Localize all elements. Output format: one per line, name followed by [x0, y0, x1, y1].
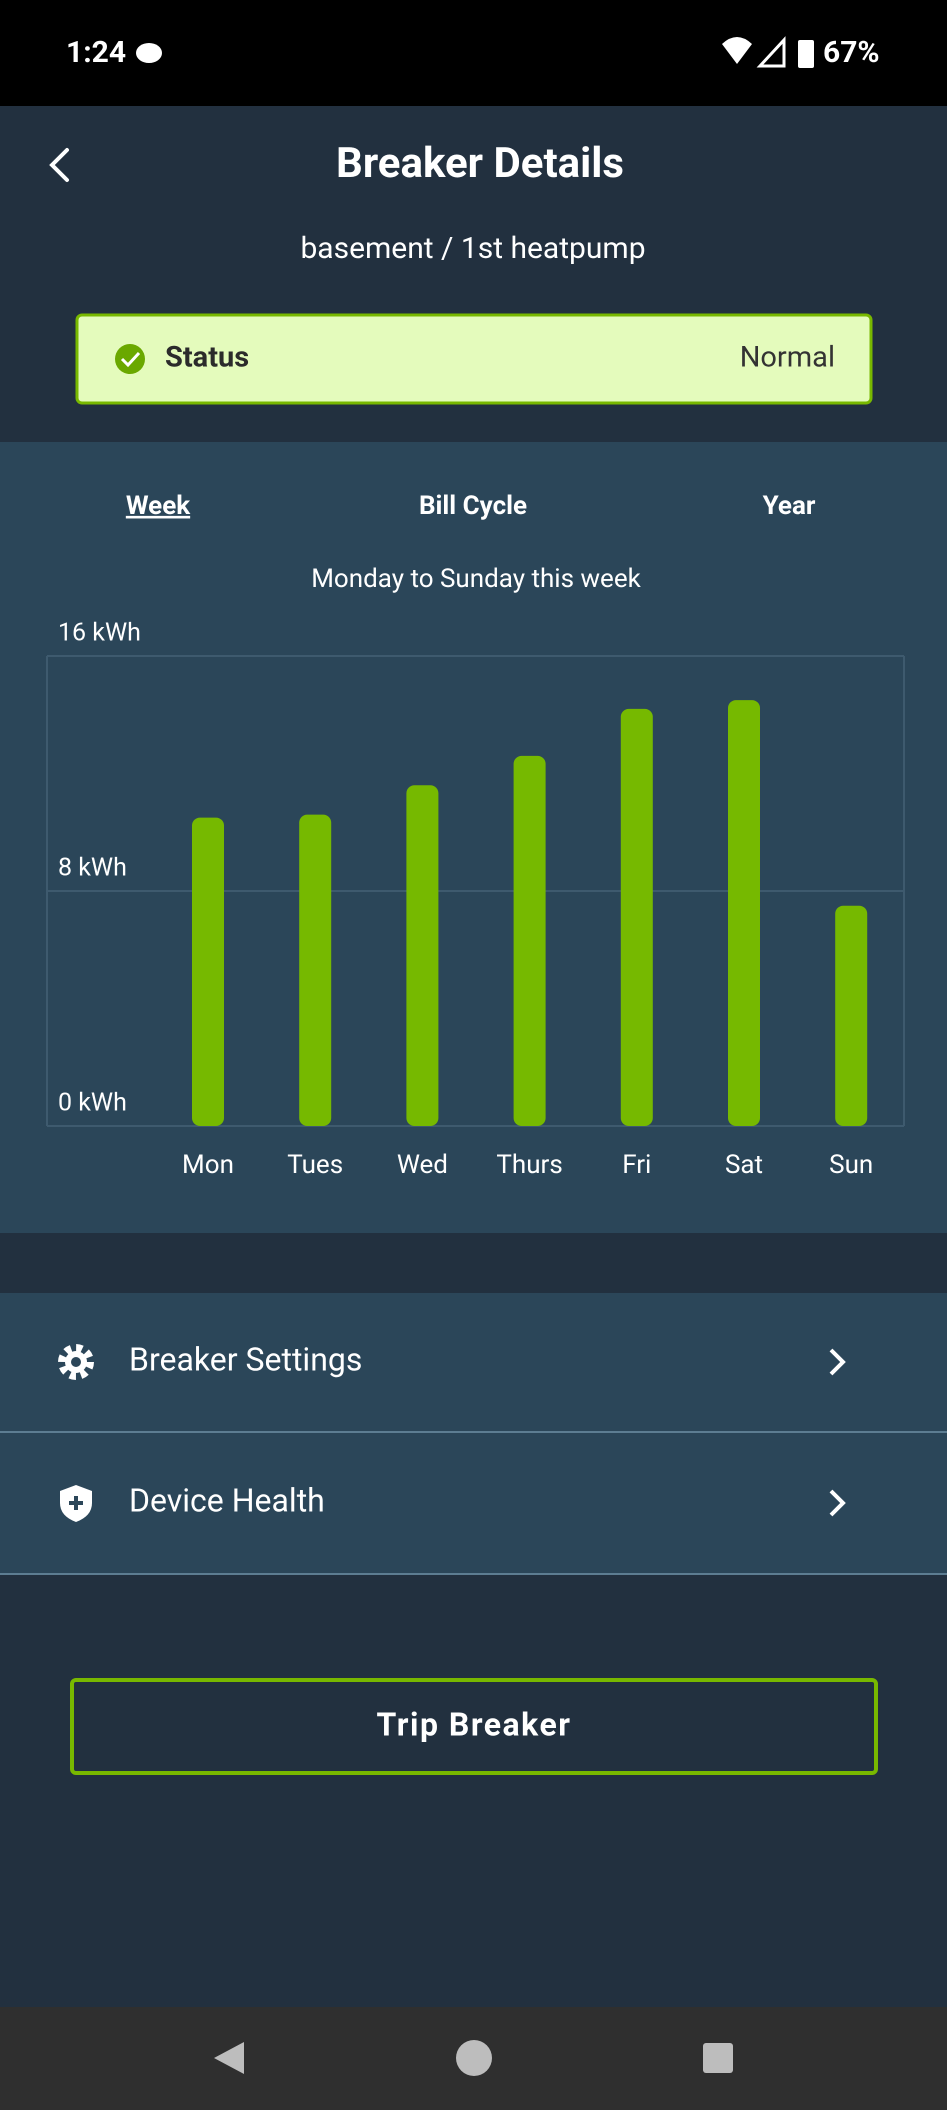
x-tick-label: Thurs [496, 1150, 562, 1180]
status-value: Normal [740, 341, 835, 375]
back-button[interactable] [49, 148, 69, 182]
x-tick-label: Sun [829, 1150, 873, 1180]
menu-item[interactable] [0, 1433, 947, 1574]
bar [513, 755, 546, 1126]
nav-recents[interactable] [703, 2043, 733, 2073]
x-tick-label: Mon [182, 1150, 234, 1180]
chart: 0 kWh 8 kWh 16 kWh Mon Tues Wed Thurs Fri Sat Sun [47, 619, 904, 1180]
subtitle: basement / 1st heatpump [300, 231, 645, 266]
status-label: Status [165, 341, 249, 375]
chevron [829, 1348, 846, 1376]
x-tick-label: Sat [725, 1150, 763, 1180]
tab-year[interactable]: Year [763, 491, 816, 521]
tab-week[interactable]: Week [126, 491, 191, 521]
nav-back[interactable] [214, 2042, 244, 2074]
y-tick-label: 0 kWh [58, 1089, 127, 1118]
bar [299, 814, 332, 1126]
x-tick-label: Fri [622, 1150, 651, 1180]
signal-icon [756, 36, 786, 68]
wifi-icon [722, 37, 752, 64]
notification-icon [136, 43, 162, 63]
chevron [829, 1489, 846, 1517]
y-tick-label: 16 kWh [58, 619, 141, 648]
battery-icon [798, 40, 814, 68]
chart-section [0, 442, 947, 1233]
tab-bill-cycle[interactable]: Bill Cycle [419, 491, 527, 521]
bar [620, 708, 653, 1126]
menu-label[interactable]: Device Health [129, 1481, 325, 1519]
shield-plus [69, 1496, 83, 1510]
x-tick-label: Wed [397, 1150, 448, 1180]
bar [406, 785, 439, 1126]
battery-level: 67% [823, 35, 880, 70]
y-tick-label: 8 kWh [58, 854, 127, 883]
bar [728, 700, 760, 1126]
menu-item[interactable] [0, 1293, 947, 1432]
x-tick-label: Tues [287, 1150, 343, 1180]
nav-home[interactable] [456, 2040, 492, 2076]
bar [835, 905, 868, 1126]
gear-icon [58, 1344, 94, 1380]
menu-label[interactable]: Breaker Settings [129, 1340, 362, 1378]
status-icon [115, 344, 145, 374]
chart-subtitle: Monday to Sunday this week [311, 564, 641, 594]
button-label[interactable]: Trip Breaker [377, 1705, 572, 1743]
status-card [75, 313, 873, 405]
bar [192, 817, 224, 1126]
trip-button[interactable] [70, 1678, 878, 1775]
title: Breaker Details [336, 139, 624, 188]
check-mark [120, 351, 141, 368]
clock: 1:24 [66, 35, 126, 70]
